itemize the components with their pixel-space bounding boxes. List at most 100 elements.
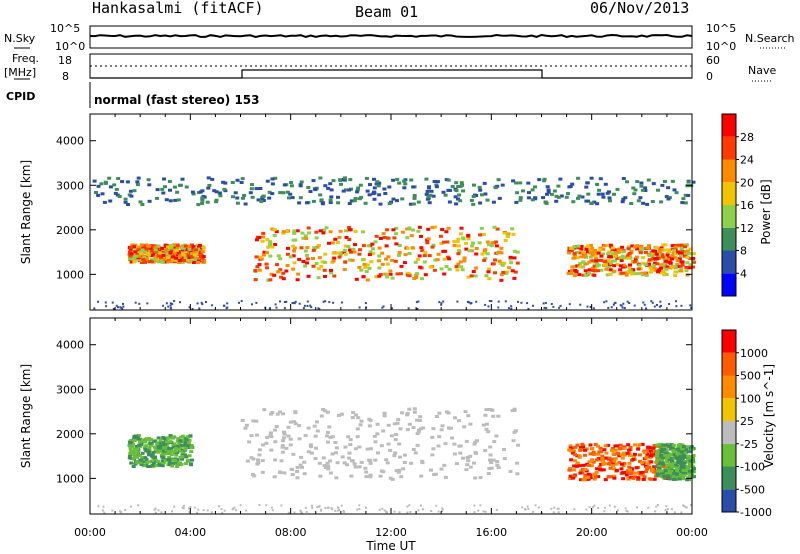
- heatmap-cell: [385, 228, 390, 232]
- heatmap-cell: [676, 447, 681, 451]
- heatmap-cell: [127, 456, 132, 460]
- heatmap-cell: [134, 451, 139, 455]
- heatmap-cell: [147, 183, 152, 187]
- heatmap-cell: [615, 444, 620, 448]
- heatmap-cell: [588, 255, 593, 259]
- heatmap-cell: [171, 445, 176, 449]
- heatmap-cell: [176, 446, 181, 450]
- heatmap-cell: [328, 230, 333, 234]
- heatmap-cell: [650, 468, 655, 471]
- heatmap-cell: [644, 470, 649, 474]
- heatmap-cell: [442, 463, 447, 467]
- heatmap-cell: [653, 469, 658, 473]
- heatmap-cell: [663, 475, 668, 479]
- noise-cell: [240, 300, 243, 303]
- heatmap-cell: [300, 465, 304, 469]
- noise-cell: [111, 509, 114, 512]
- heatmap-cell: [684, 265, 689, 269]
- heatmap-cell: [580, 467, 585, 471]
- heatmap-cell: [643, 186, 648, 190]
- noise-cell: [129, 505, 132, 508]
- heatmap-cell: [167, 455, 172, 459]
- noise-cell: [165, 302, 168, 305]
- heatmap-cell: [681, 469, 686, 472]
- heatmap-cell: [659, 445, 664, 449]
- heatmap-cell: [575, 461, 580, 465]
- heatmap-cell: [659, 469, 664, 473]
- heatmap-cell: [464, 241, 469, 245]
- colorbar-segment: [722, 421, 736, 444]
- colorbar-tick-label: 4: [740, 267, 747, 280]
- heatmap-cell: [587, 460, 592, 464]
- heatmap-cell: [371, 251, 376, 255]
- heatmap-cell: [493, 186, 498, 190]
- heatmap-cell: [326, 467, 331, 471]
- heatmap-cell: [600, 454, 605, 458]
- heatmap-cell: [581, 260, 586, 264]
- heatmap-cell: [350, 258, 355, 262]
- heatmap-cell: [141, 258, 146, 261]
- heatmap-cell: [281, 191, 286, 195]
- noise-cell: [667, 508, 669, 511]
- heatmap-cell: [379, 444, 384, 448]
- heatmap-cell: [407, 274, 412, 278]
- heatmap-cell: [411, 426, 416, 429]
- heatmap-cell: [652, 263, 657, 267]
- noise-cell: [608, 504, 611, 507]
- power-panel-frame: [89, 113, 693, 311]
- noise-cell: [124, 508, 127, 511]
- heatmap-cell: [357, 252, 362, 256]
- noise-cell: [105, 305, 108, 308]
- heatmap-cell: [322, 228, 326, 232]
- heatmap-cell: [671, 443, 676, 447]
- heatmap-cell: [630, 244, 635, 248]
- noise-cell: [196, 302, 199, 305]
- heatmap-cell: [328, 201, 333, 204]
- heatmap-cell: [347, 238, 352, 241]
- heatmap-cell: [194, 256, 199, 260]
- heatmap-cell: [328, 182, 333, 186]
- heatmap-cell: [288, 437, 293, 441]
- noise-cell: [593, 504, 596, 507]
- heatmap-cell: [584, 199, 589, 203]
- heatmap-cell: [282, 432, 287, 436]
- power-ylabel: Slant Range [km]: [19, 160, 33, 264]
- heatmap-cell: [620, 471, 625, 475]
- heatmap-cell: [163, 443, 168, 446]
- heatmap-cell: [644, 456, 649, 460]
- heatmap-cell: [319, 414, 324, 418]
- power-heatmap: [92, 176, 696, 310]
- heatmap-cell: [170, 436, 175, 440]
- heatmap-cell: [168, 188, 172, 192]
- heatmap-cell: [500, 263, 505, 267]
- heatmap-cell: [671, 449, 676, 453]
- heatmap-cell: [410, 246, 415, 250]
- heatmap-cell: [142, 259, 147, 263]
- heatmap-cell: [261, 199, 266, 202]
- noise-cell: [623, 307, 626, 309]
- heatmap-cell: [495, 463, 500, 467]
- heatmap-cell: [377, 266, 382, 270]
- heatmap-cell: [577, 454, 582, 458]
- noise-cell: [331, 508, 334, 511]
- noise-cell: [193, 506, 196, 509]
- heatmap-cell: [341, 189, 346, 193]
- noise-cell: [198, 307, 201, 310]
- heatmap-cell: [681, 445, 686, 448]
- heatmap-cell: [243, 426, 248, 430]
- heatmap-cell: [579, 478, 583, 482]
- heatmap-cell: [598, 248, 603, 252]
- heatmap-cell: [315, 420, 319, 424]
- heatmap-cell: [482, 258, 487, 262]
- heatmap-cell: [316, 267, 321, 271]
- date-title: 06/Nov/2013: [590, 0, 689, 17]
- heatmap-cell: [515, 461, 520, 465]
- heatmap-cell: [353, 465, 358, 469]
- heatmap-cell: [679, 450, 684, 454]
- heatmap-cell: [174, 256, 179, 260]
- heatmap-cell: [615, 452, 620, 456]
- noise-cell: [421, 508, 424, 511]
- heatmap-cell: [456, 262, 461, 266]
- noise-cell: [559, 304, 562, 307]
- heatmap-cell: [578, 471, 583, 475]
